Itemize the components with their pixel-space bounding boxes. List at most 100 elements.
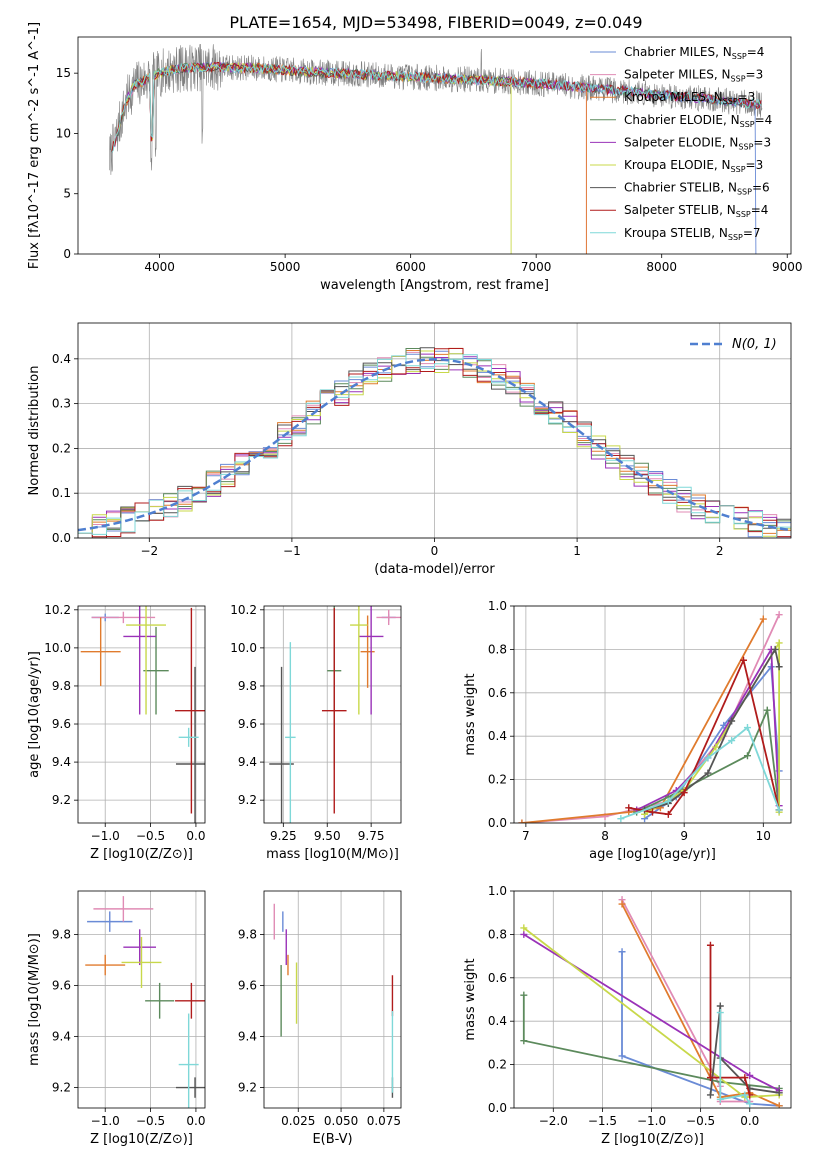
legend-count: =6 <box>752 181 770 195</box>
y-tick-label: 0.0 <box>488 816 507 830</box>
y-tick-label: 9.8 <box>52 927 71 941</box>
series-marker <box>625 804 633 812</box>
series-marker <box>743 724 751 732</box>
legend-count: =4 <box>747 45 765 59</box>
legend-entry: Kroupa STELIB, NSSP=7 <box>624 226 761 242</box>
y-tick-label: 0.6 <box>488 686 507 700</box>
x-tick-label: 9000 <box>772 260 803 274</box>
x-tick-label: −1 <box>283 544 301 558</box>
series-marker <box>716 1002 724 1010</box>
errorbar-point <box>285 642 296 823</box>
y-tick-label: 9.6 <box>238 978 257 992</box>
y-tick-label: 9.8 <box>238 679 257 693</box>
y-tick-label: 10.0 <box>230 641 257 655</box>
legend-count: =4 <box>755 113 773 127</box>
y-tick-label: 0.3 <box>52 397 71 411</box>
x-tick-label: 0.0 <box>740 1114 759 1128</box>
y-tick-label: 0.2 <box>488 1058 507 1072</box>
legend-subscript: SSP <box>736 210 751 219</box>
panel-massweight_vs_Z: −2.0 −1.5 −1.0 −0.5 0.0 0.0 0.2 0.4 0.6 0.8 1.0 Z [… <box>463 884 792 1147</box>
plot-area <box>80 606 205 823</box>
errorbar-point <box>91 611 156 624</box>
residual-histogram <box>78 354 791 538</box>
series-marker <box>706 1074 714 1082</box>
series-marker <box>741 1074 749 1082</box>
errorbar-point <box>93 896 154 922</box>
legend-entry: Chabrier STELIB, NSSP=6 <box>624 181 770 197</box>
legend-entry: Kroupa MILES, NSSP=3 <box>624 90 755 106</box>
series-marker <box>664 797 672 805</box>
x-tick-label: 7000 <box>521 260 552 274</box>
x-tick-label: 4000 <box>144 260 175 274</box>
legend-entry: N(0, 1) <box>732 337 777 352</box>
legend-subscript: SSP <box>740 120 755 129</box>
series-marker <box>763 706 771 714</box>
y-tick-label: 15 <box>56 66 71 80</box>
series-marker <box>775 806 783 814</box>
series-line <box>719 1012 751 1105</box>
errorbar-point <box>178 727 199 747</box>
series-line <box>628 657 780 816</box>
series-marker <box>775 1102 783 1108</box>
errorbar-point <box>87 911 133 932</box>
y-tick-label: 9.8 <box>238 927 257 941</box>
errorbar-point <box>321 607 347 814</box>
x-axis-label: E(B-V) <box>312 1132 352 1147</box>
x-tick-label: 5000 <box>270 260 301 274</box>
series-line <box>620 726 780 820</box>
x-tick-label: 0.050 <box>324 1114 358 1128</box>
plot-background <box>264 606 401 823</box>
y-tick-label: 9.2 <box>52 1081 71 1095</box>
y-tick-label: 0 <box>63 247 71 261</box>
series-marker <box>740 656 748 664</box>
errorbar-point <box>85 954 126 976</box>
plot-background <box>514 606 791 823</box>
figure-title: PLATE=1654, MJD=53498, FIBERID=0049, z=0… <box>229 13 642 32</box>
plot-frame <box>77 36 792 255</box>
y-axis-label: mass weight <box>463 673 478 755</box>
series-marker <box>746 1071 754 1079</box>
series-marker <box>712 743 720 751</box>
series-marker <box>746 1100 754 1108</box>
x-tick-label: 1 <box>573 544 581 558</box>
plot-frame <box>77 322 792 539</box>
x-axis-label: (data-model)/error <box>374 562 495 577</box>
plot-area <box>269 606 401 823</box>
errorbar-point <box>360 615 375 688</box>
errorbar-point <box>175 1077 205 1098</box>
series-marker <box>617 815 625 823</box>
series-marker <box>704 754 712 762</box>
panels: 4000 5000 6000 7000 8000 9000051015wavelength… <box>27 22 803 1147</box>
series-marker <box>728 717 736 725</box>
x-tick-label: −0.5 <box>136 829 165 843</box>
series-marker <box>728 737 736 745</box>
legend-entry: Chabrier MILES, NSSP=4 <box>624 45 764 61</box>
series-marker <box>716 1009 724 1017</box>
x-tick-label: 7 <box>522 829 530 843</box>
plot-frame <box>263 605 402 824</box>
y-tick-label: 9.8 <box>52 679 71 693</box>
y-tick-label: 9.2 <box>238 1081 257 1095</box>
x-tick-label: 0 <box>431 544 439 558</box>
legend-subscript: SSP <box>737 188 752 197</box>
x-axis-label: age [log10(age/yr)] <box>589 847 716 862</box>
series-marker <box>775 639 783 647</box>
errorbar-point <box>175 607 205 814</box>
x-tick-label: 9.75 <box>358 829 385 843</box>
series-marker <box>618 900 626 908</box>
y-tick-label: 0.1 <box>52 486 71 500</box>
panel-massweight_vs_age: 7 8 9 10 0.0 0.2 0.4 0.6 0.8 1.0 age [log10(age/yr… <box>463 599 792 862</box>
y-tick-label: 9.4 <box>52 1030 71 1044</box>
series-line <box>621 903 780 1107</box>
series-marker <box>520 930 528 938</box>
plot-area <box>109 43 763 254</box>
y-axis-label: Normed distribution <box>27 366 42 496</box>
panel-age_vs_Z: −1.0 −0.5 0.0 9.2 9.4 9.6 9.8 10.0 10.2 Z [log10(… <box>27 603 205 862</box>
series-marker <box>743 752 751 760</box>
x-tick-label: 0.0 <box>186 1114 205 1128</box>
errorbar-point <box>123 929 157 966</box>
plot-area <box>518 611 783 823</box>
panel-age_vs_mass: 9.25 9.50 9.75 9.2 9.4 9.6 9.8 10.0 10.2 mass [lo… <box>230 603 402 862</box>
series-marker <box>680 789 688 797</box>
y-tick-label: 0.8 <box>488 927 507 941</box>
